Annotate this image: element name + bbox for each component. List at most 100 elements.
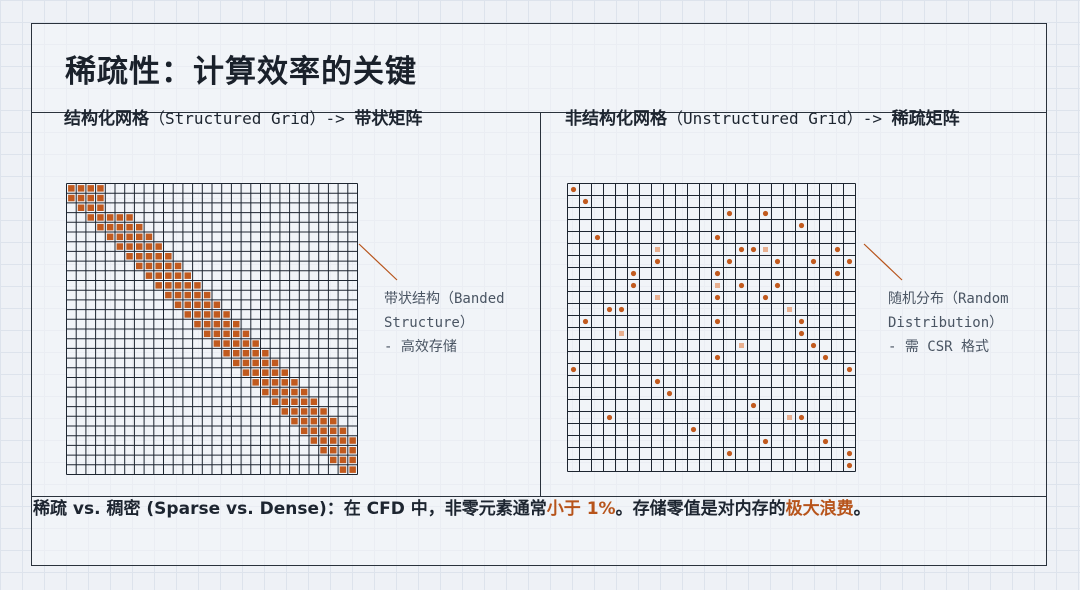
band-cell [223, 340, 230, 347]
sparse-nonzero-cell [762, 438, 769, 445]
band-cell [330, 427, 337, 435]
sparse-nonzero-cell [726, 210, 733, 217]
band-cell [165, 253, 172, 260]
band-cell [136, 223, 143, 231]
band-cell [262, 359, 269, 367]
sparse-nonzero-cell [810, 258, 817, 265]
band-cell [136, 243, 143, 250]
band-cell [126, 214, 133, 221]
header-divider [32, 112, 1046, 113]
sparse-faint-cell [655, 295, 660, 300]
band-cell [281, 388, 288, 396]
band-cell [116, 243, 124, 250]
sparse-nonzero-cell [822, 438, 829, 445]
sparse-faint-cell [655, 247, 660, 252]
right-title-zh2: 稀疏矩阵 [891, 109, 960, 129]
left-title-zh: 结构化网格 [64, 109, 149, 129]
footer-highlight-2: 极大浪费 [785, 499, 854, 519]
band-cell [320, 447, 327, 454]
sparse-nonzero-cell [630, 270, 637, 277]
band-cell [291, 408, 298, 415]
band-cell [68, 194, 75, 202]
band-cell [145, 262, 153, 270]
band-cell [184, 311, 191, 318]
band-cell [155, 282, 162, 289]
band-cell [252, 340, 259, 347]
band-cell [203, 320, 211, 328]
band-cell [87, 204, 94, 211]
band-cell [330, 417, 337, 425]
band-cell [116, 233, 124, 241]
band-cell [203, 311, 211, 318]
sparse-nonzero-cell [690, 426, 697, 433]
band-cell [252, 350, 259, 357]
band-cell [145, 233, 153, 241]
sparse-matrix [567, 183, 856, 472]
band-cell [126, 253, 133, 260]
band-cell [87, 185, 94, 192]
band-cell [281, 369, 288, 376]
sparse-nonzero-cell [762, 210, 769, 217]
band-cell [145, 272, 153, 279]
band-cell [262, 388, 269, 396]
band-cell [106, 233, 114, 241]
sparse-nonzero-cell [606, 414, 613, 421]
band-cell [77, 204, 85, 211]
band-cell [155, 243, 162, 250]
left-annotation-line-1: 带状结构（Banded [384, 291, 505, 307]
sparse-nonzero-cell [714, 294, 721, 301]
sparse-nonzero-cell [666, 390, 673, 397]
band-cell [271, 398, 279, 405]
sparse-nonzero-cell [654, 258, 661, 265]
band-cell [330, 437, 337, 444]
band-cell [203, 291, 211, 299]
band-cell [339, 427, 347, 435]
band-cell [97, 214, 104, 221]
band-cell [116, 214, 124, 221]
band-cell [271, 388, 279, 396]
sparse-nonzero-cell [654, 378, 661, 385]
band-cell [194, 301, 201, 308]
sparse-faint-cell [763, 247, 768, 252]
band-cell [165, 282, 172, 289]
band-cell [174, 282, 182, 289]
sparse-nonzero-cell [834, 270, 841, 277]
band-cell [194, 320, 201, 328]
band-cell [136, 233, 143, 241]
band-cell [126, 223, 133, 231]
band-cell [165, 272, 172, 279]
band-cell [203, 330, 211, 338]
band-cell [349, 437, 356, 444]
band-cell [271, 359, 279, 367]
sparse-nonzero-cell [738, 282, 745, 289]
sparse-nonzero-cell [798, 330, 805, 337]
band-cell [320, 437, 327, 444]
band-cell [155, 253, 162, 260]
band-cell [252, 359, 259, 367]
sparse-nonzero-cell [762, 294, 769, 301]
band-cell [223, 311, 230, 318]
band-cell [262, 350, 269, 357]
band-cell [77, 185, 85, 192]
band-cell [349, 466, 356, 473]
band-cell [194, 291, 201, 299]
band-cell [174, 291, 182, 299]
band-cell [145, 253, 153, 260]
band-cell [97, 223, 104, 231]
band-cell [242, 340, 250, 347]
sparse-faint-cell [787, 415, 792, 420]
band-cell [233, 359, 240, 367]
band-cell [310, 398, 318, 405]
band-cell [349, 447, 356, 454]
sparse-nonzero-cell [810, 342, 817, 349]
sparse-faint-cell [739, 343, 744, 348]
band-cell [281, 379, 288, 386]
footer-divider [32, 496, 1046, 497]
sparse-nonzero-cell [630, 282, 637, 289]
band-cell [262, 379, 269, 386]
band-cell [106, 214, 114, 221]
left-annotation-line-2: Structure） [384, 315, 474, 331]
band-cell [213, 330, 221, 338]
band-cell [87, 194, 94, 202]
sparse-nonzero-cell [714, 318, 721, 325]
